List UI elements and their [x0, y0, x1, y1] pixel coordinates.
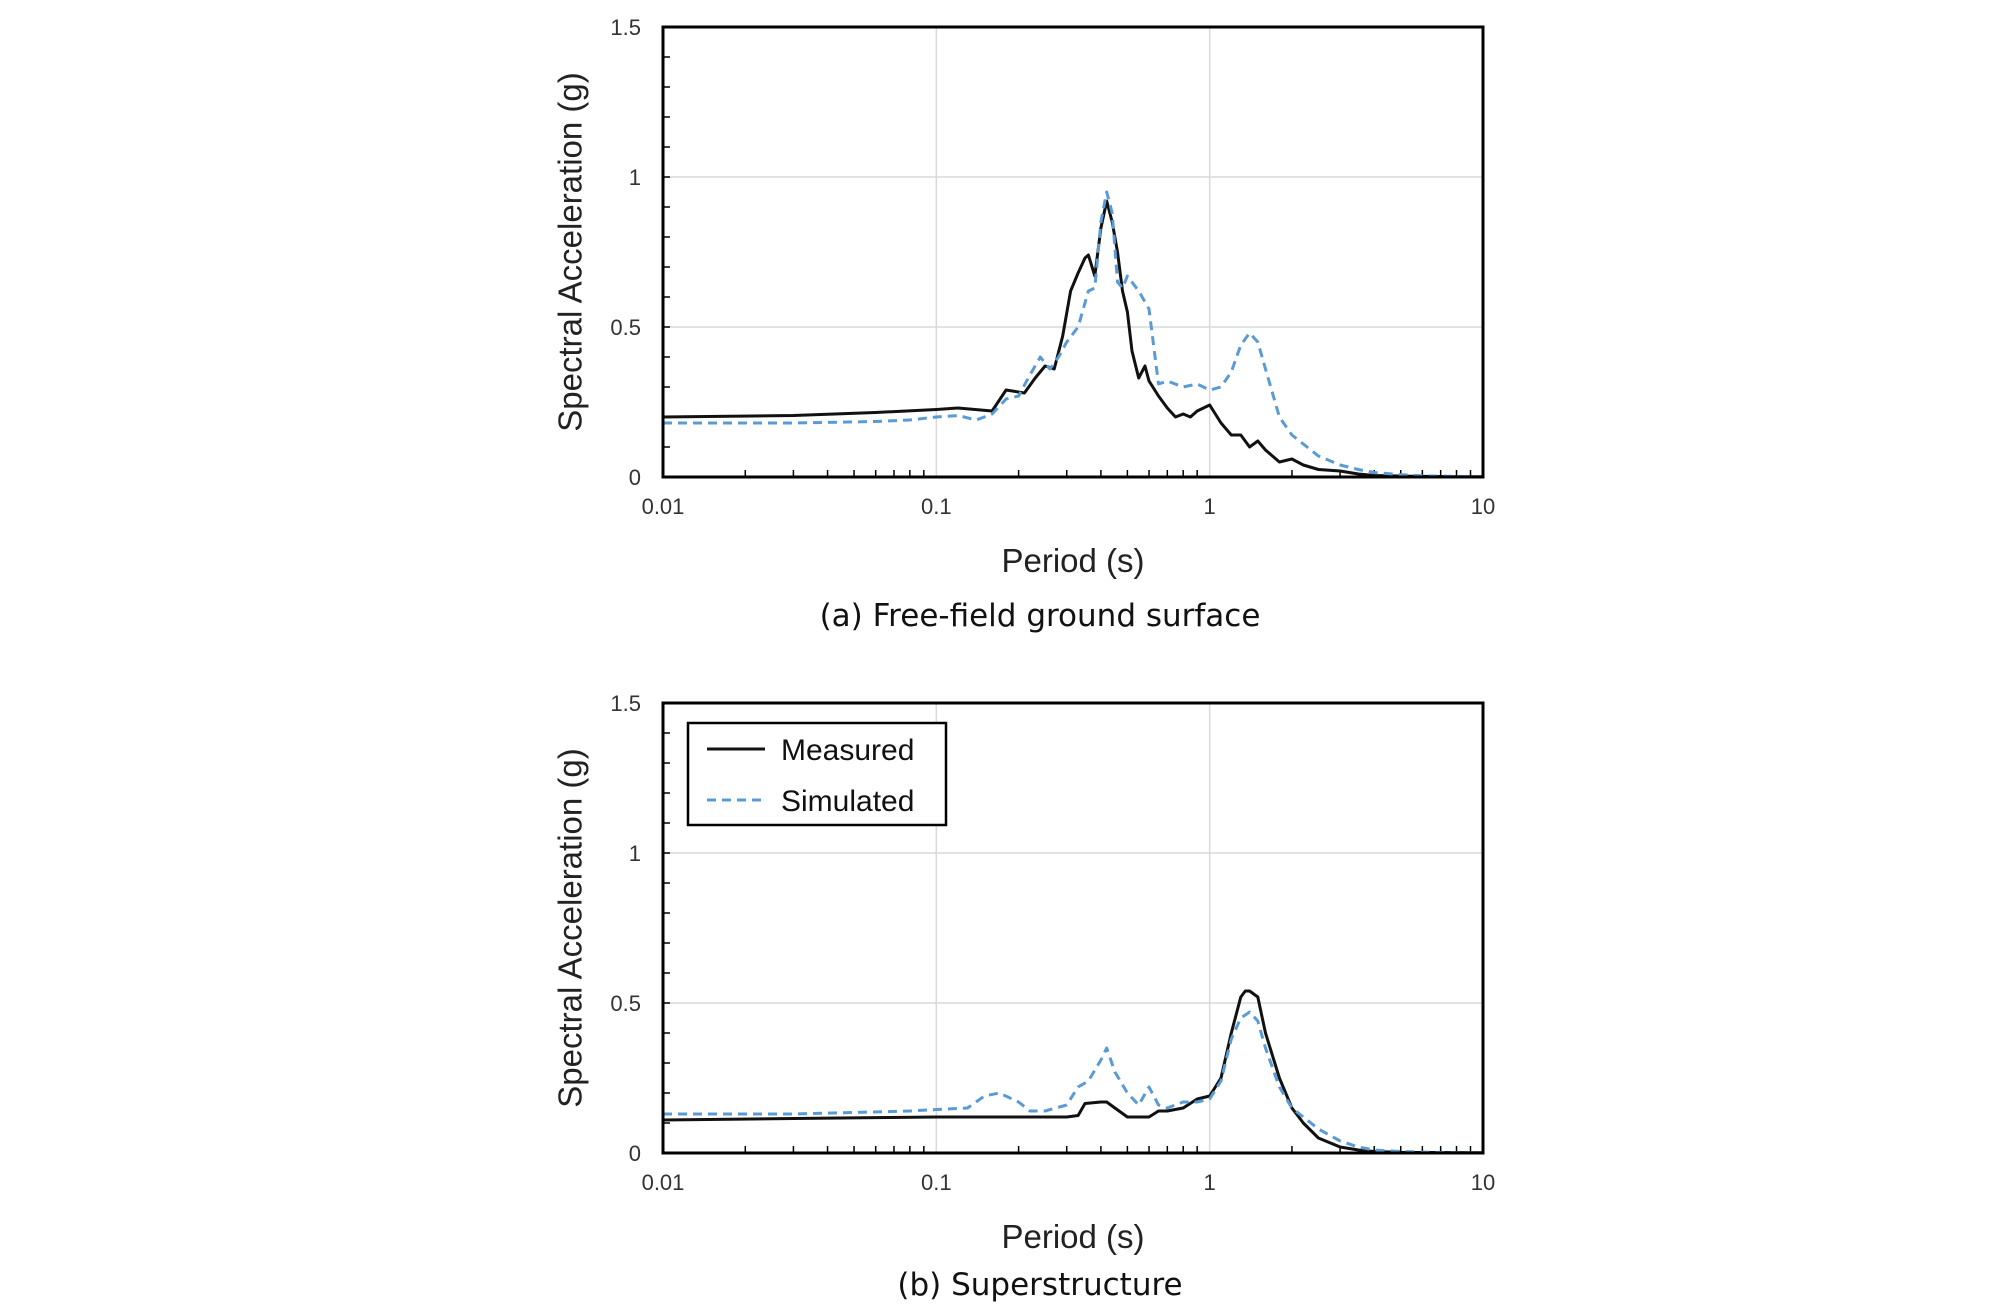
x-axis-label: Period (s) [1001, 542, 1144, 579]
series-group [662, 190, 1484, 479]
plot-area-frame [661, 25, 1485, 479]
y-tick-label: 1.5 [610, 691, 641, 716]
y-tick-label: 1.5 [610, 15, 641, 40]
chart-caption: (b) Superstructure [897, 1267, 1182, 1303]
series-line-simulated [663, 1010, 1483, 1155]
series-line-measured [662, 199, 1483, 479]
legend-box [686, 721, 948, 827]
series-line-simulated [663, 190, 1484, 479]
chart-panel-b: 0 0.5 1 1.5 0.01 0.1 1 10 Period (s) Spe… [552, 691, 1496, 1303]
x-tick-label: 1 [1204, 494, 1216, 519]
x-tick-label: 10 [1471, 1170, 1495, 1195]
y-axis-label: Spectral Acceleration (g) [552, 72, 589, 432]
x-tick-label: 10 [1471, 494, 1495, 519]
x-tick-label: 0.1 [921, 1170, 952, 1195]
y-tick-label: 1 [629, 841, 641, 866]
minor-ticks [663, 26, 1472, 478]
chart-panel-a: 0 0.5 1 1.5 0.01 0.1 1 10 Period (s) Spe… [552, 15, 1496, 634]
y-axis-label: Spectral Acceleration (g) [552, 748, 589, 1108]
y-tick-label: 0 [629, 1141, 641, 1166]
chart-caption: (a) Free-field ground surface [820, 598, 1261, 634]
x-tick-label: 0.01 [642, 1170, 685, 1195]
x-tick-label: 1 [1204, 1170, 1216, 1195]
y-tick-label: 0.5 [610, 991, 641, 1016]
x-tick-label: 0.01 [642, 494, 685, 519]
y-tick-label: 1 [629, 165, 641, 190]
plot-area-frame [661, 701, 1485, 1155]
x-tick-label: 0.1 [921, 494, 952, 519]
x-axis-label: Period (s) [1001, 1218, 1144, 1255]
legend-label-measured: Measured [781, 734, 914, 767]
y-tick-label: 0 [629, 465, 641, 490]
legend: Measured Simulated [686, 721, 948, 827]
series-group [662, 989, 1484, 1155]
y-tick-label: 0.5 [610, 315, 641, 340]
gridlines [662, 26, 1484, 478]
legend-label-simulated: Simulated [781, 785, 914, 818]
series-line-measured [662, 989, 1484, 1155]
